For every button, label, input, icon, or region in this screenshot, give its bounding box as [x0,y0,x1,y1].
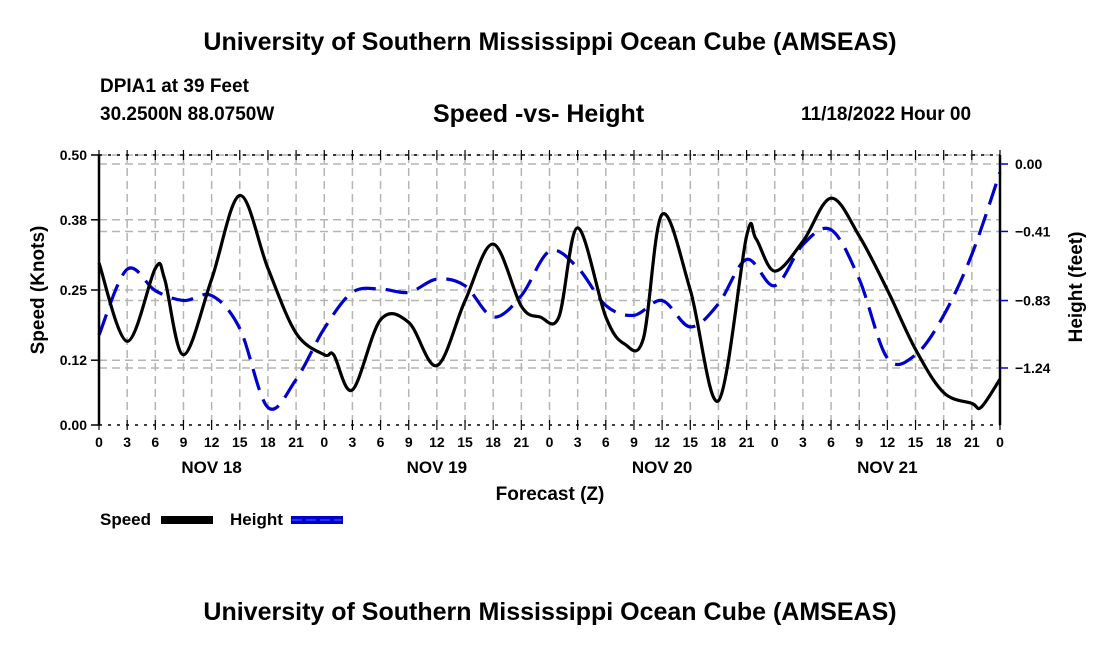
x-tick-label: 6 [151,434,159,450]
y-tick-label-left: 0.12 [60,352,87,368]
x-tick-label: 18 [711,434,727,450]
x-tick-label: 3 [349,434,357,450]
x-tick-label: 12 [204,434,220,450]
x-tick-label: 3 [574,434,582,450]
x-tick-label: 0 [320,434,328,450]
x-tick-label: 12 [429,434,445,450]
x-tick-label: 12 [880,434,896,450]
x-tick-label: 3 [799,434,807,450]
legend-swatch-speed [161,516,213,524]
y-tick-label-left: 0.50 [60,147,87,163]
x-tick-label: 9 [630,434,638,450]
x-tick-label: 18 [260,434,276,450]
x-tick-label: 15 [682,434,698,450]
y-tick-label-left: 0.38 [60,212,87,228]
legend-swatch-height [291,516,343,524]
x-tick-label: 9 [405,434,413,450]
x-tick-label: 0 [771,434,779,450]
series-line-height [97,171,1002,411]
x-day-label: NOV 18 [181,458,241,477]
series-line-speed [97,193,1002,411]
x-tick-label: 6 [602,434,610,450]
x-tick-label: 21 [514,434,530,450]
x-tick-label: 3 [123,434,131,450]
x-tick-label: 18 [485,434,501,450]
x-tick-label: 15 [457,434,473,450]
y-tick-label-right: −0.83 [1015,293,1051,309]
y-axis-title-left: Speed (Knots) [28,226,49,355]
x-tick-label: 21 [288,434,304,450]
x-tick-label: 12 [654,434,670,450]
x-tick-label: 9 [855,434,863,450]
y-tick-label-right: 0.00 [1015,156,1042,172]
x-tick-label: 6 [827,434,835,450]
x-tick-label: 0 [546,434,554,450]
x-day-label: NOV 20 [632,458,692,477]
legend: Speed Height [100,510,343,529]
x-tick-label: 9 [180,434,188,450]
x-tick-label: 21 [739,434,755,450]
coordinates-label: 30.2500N 88.0750W [100,104,275,125]
station-label: DPIA1 at 39 Feet [100,76,249,97]
legend-label-speed: Speed [100,510,151,529]
x-axis-title: Forecast (Z) [496,484,605,505]
x-tick-label: 15 [232,434,248,450]
forecast-date-label: 11/18/2022 Hour 00 [801,104,972,125]
y-tick-label-left: 0.25 [60,282,87,298]
x-tick-label: 0 [95,434,103,450]
x-tick-label: 0 [996,434,1004,450]
series-group [97,171,1002,411]
x-day-label: NOV 19 [407,458,467,477]
x-tick-label: 18 [936,434,952,450]
y-axis-title-right: Height (feet) [1066,232,1087,343]
chart-subtitle: Speed -vs- Height [433,100,645,128]
page-title: University of Southern Mississippi Ocean… [203,28,897,56]
y-tick-label-left: 0.00 [60,417,87,433]
chart-canvas: 0 3 6 9 12 15 18 21 0 3 6 9 12 15 18 21 0 3 6 9 12 15 18 21 0 3 6 9… [28,147,1087,529]
tick-labels-group: 0 3 6 9 12 15 18 21 0 3 6 9 12 15 18 21 0 3 6 9 12 15 18 21 0 3 6 9… [60,147,1051,477]
x-tick-label: 21 [964,434,980,450]
x-tick-label: 15 [908,434,924,450]
x-day-label: NOV 21 [857,458,917,477]
footer-title: University of Southern Mississippi Ocean… [203,598,897,626]
y-tick-label-right: −0.41 [1015,223,1051,239]
axes-group [91,150,1008,430]
x-tick-label: 6 [377,434,385,450]
legend-label-height: Height [230,510,283,529]
y-tick-label-right: −1.24 [1015,360,1051,376]
